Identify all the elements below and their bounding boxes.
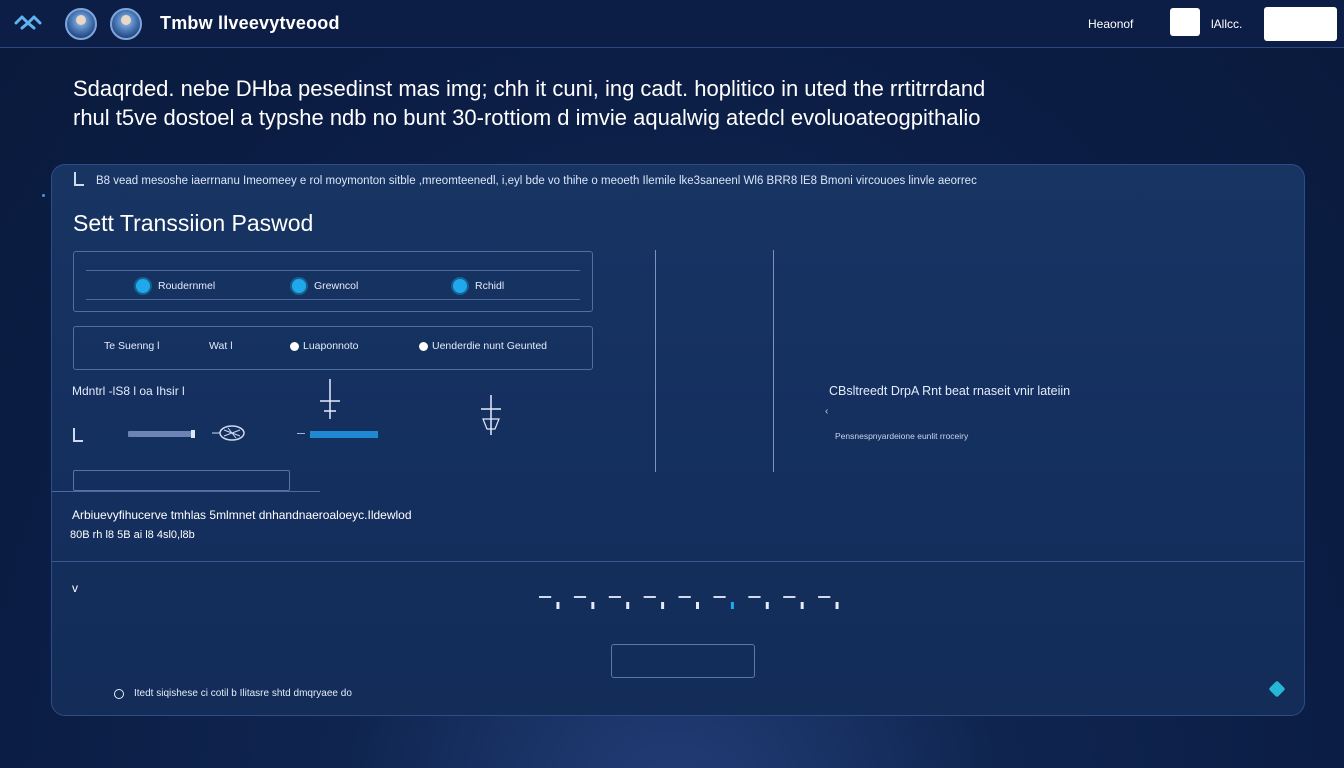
card-note-text: B8 vead mesoshe iaerrnanu Imeomeey e rol… bbox=[96, 175, 977, 187]
strength-meter bbox=[310, 431, 378, 438]
info-title: CBsltreedt DrpA Rnt beat rnaseit vnir la… bbox=[829, 384, 1071, 398]
divider bbox=[655, 250, 656, 472]
info-subtext: Pensnespnyardeione eunlit rroceiry bbox=[835, 431, 969, 441]
submit-button[interactable] bbox=[611, 644, 755, 678]
step-indicator bbox=[136, 279, 150, 293]
app-title: Tmbw llveevytveood bbox=[160, 13, 340, 33]
step-1[interactable]: Roudernmel bbox=[136, 279, 215, 293]
radio-option-1[interactable]: Luaponnoto bbox=[290, 340, 358, 352]
card-title: Sett Transsiion Paswod bbox=[73, 210, 314, 236]
progress-tick bbox=[800, 602, 804, 609]
step-2[interactable]: Grewncol bbox=[292, 279, 358, 293]
plus-icon[interactable] bbox=[479, 395, 503, 435]
divider bbox=[86, 299, 580, 300]
step-indicator bbox=[292, 279, 306, 293]
avatar[interactable] bbox=[65, 8, 97, 40]
password-input[interactable] bbox=[73, 470, 290, 491]
radio-option-2[interactable]: Uenderdie nunt Geunted bbox=[419, 340, 547, 352]
progress-segment bbox=[818, 596, 831, 598]
password-field-label: Mdntrl -lS8 l oa Ihsir l bbox=[72, 384, 185, 398]
help-icon[interactable] bbox=[1268, 680, 1286, 698]
user-label[interactable]: lAllcc. bbox=[1211, 17, 1243, 31]
progress-tick bbox=[556, 602, 560, 609]
divider bbox=[86, 270, 580, 271]
progress-tick bbox=[591, 602, 595, 609]
steps-box: Roudernmel Grewncol Rchidl bbox=[73, 251, 593, 312]
progress-segment bbox=[608, 596, 621, 598]
progress-tick bbox=[696, 602, 699, 609]
headline-line-2: rhul t5ve dostoel a typshe ndb no bunt 3… bbox=[73, 105, 981, 130]
agreement-label: Itedt siqishese ci cotil b Ilitasre shtd… bbox=[134, 688, 352, 699]
progress-segment bbox=[678, 596, 691, 598]
radio-indicator[interactable] bbox=[290, 341, 299, 351]
progress-segment bbox=[643, 596, 656, 598]
radio-indicator[interactable] bbox=[419, 341, 428, 351]
progress-segment bbox=[783, 596, 796, 598]
plus-icon[interactable] bbox=[318, 379, 342, 419]
search-input[interactable] bbox=[1264, 7, 1337, 41]
divider bbox=[773, 250, 774, 472]
checkbox-indicator[interactable] bbox=[114, 688, 124, 699]
options-box: Te Suenng l Wat l Luaponnoto Uenderdie n… bbox=[73, 326, 593, 370]
step-3[interactable]: Rchidl bbox=[453, 279, 504, 293]
cursor-icon bbox=[73, 428, 83, 442]
option-label: Wat l bbox=[209, 340, 233, 352]
progress-tick bbox=[661, 602, 665, 609]
progress-segment bbox=[748, 596, 761, 598]
transaction-password-card: B8 vead mesoshe iaerrnanu Imeomeey e rol… bbox=[51, 164, 1305, 716]
step-indicator bbox=[453, 279, 467, 293]
logo-icon[interactable] bbox=[14, 12, 42, 34]
page-headline: Sdaqrded. nebe DHba pesedinst mas img; c… bbox=[73, 74, 1273, 132]
step-label: Grewncol bbox=[314, 280, 359, 292]
divider bbox=[52, 561, 1304, 562]
bookmark-icon bbox=[74, 172, 84, 186]
notice-text: Arbiuevyfihucerve tmhlas 5mlmnet dnhandn… bbox=[72, 508, 412, 522]
progress-segment bbox=[573, 596, 587, 598]
decorative-dot bbox=[42, 194, 45, 197]
progress-tick bbox=[626, 602, 630, 609]
radio-label: Luaponnoto bbox=[303, 340, 359, 352]
account-button[interactable] bbox=[1170, 8, 1200, 36]
agreement-checkbox[interactable]: Itedt siqishese ci cotil b Ilitasre shtd… bbox=[114, 688, 352, 699]
step-label: Roudernmel bbox=[158, 280, 216, 292]
progress-current-marker bbox=[730, 602, 734, 609]
account-link[interactable]: Heaonof bbox=[1088, 17, 1134, 31]
progress-graphic bbox=[539, 596, 839, 609]
divider bbox=[52, 491, 320, 492]
notice-text: 80B rh l8 5B ai l8 4sl0,l8b bbox=[70, 529, 195, 541]
progress-segment bbox=[713, 596, 726, 598]
card-note: B8 vead mesoshe iaerrnanu Imeomeey e rol… bbox=[74, 172, 977, 187]
option-label: Te Suenng l bbox=[104, 340, 160, 352]
progress-tick bbox=[835, 602, 839, 609]
handle-icon[interactable] bbox=[212, 424, 246, 442]
step-label: Rchidl bbox=[475, 280, 505, 292]
avatar[interactable] bbox=[110, 8, 142, 40]
radio-label: Uenderdie nunt Geunted bbox=[432, 340, 548, 352]
progress-segment bbox=[539, 596, 552, 598]
chevron-left-icon: ‹ bbox=[825, 406, 829, 417]
strength-slider[interactable] bbox=[128, 430, 195, 438]
divider bbox=[297, 433, 305, 434]
top-bar: Tmbw llveevytveood Heaonof lAllcc. bbox=[0, 0, 1344, 48]
progress-indicator bbox=[535, 592, 857, 612]
progress-tick bbox=[765, 602, 769, 609]
chevron-down-icon[interactable]: v bbox=[72, 581, 78, 595]
headline-line-1: Sdaqrded. nebe DHba pesedinst mas img; c… bbox=[73, 76, 986, 101]
